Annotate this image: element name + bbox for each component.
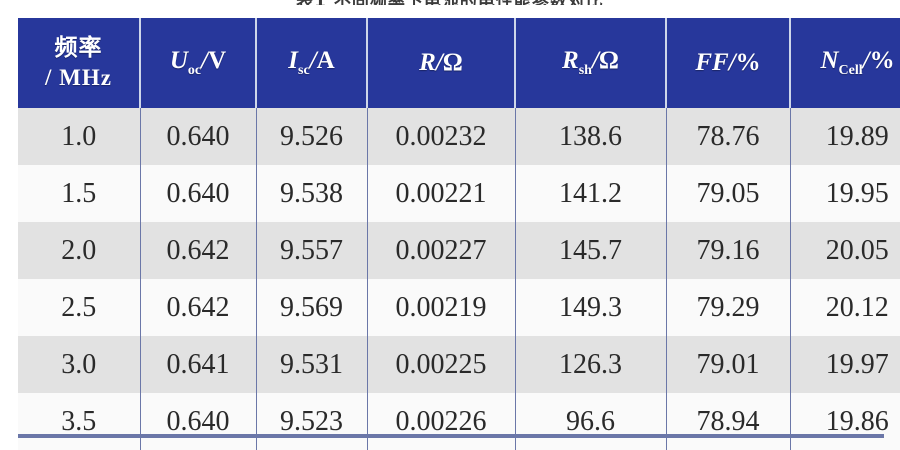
header-row: 频率 / MHz Uoc/V Isc/A R/Ω Rsh/Ω <box>18 18 900 108</box>
column-header-r: R/Ω <box>366 18 516 108</box>
symbol-uoc: U <box>169 47 188 75</box>
column-header-isc: Isc/A <box>255 18 368 108</box>
cell-frequency: 2.0 <box>18 222 141 279</box>
cell-rsh: 141.2 <box>514 165 667 222</box>
symbol-isc: I <box>288 47 299 75</box>
column-header-rsh: Rsh/Ω <box>514 18 667 108</box>
cell-ncell: 19.97 <box>789 336 900 393</box>
column-header-ncell: NCell/% <box>789 18 900 108</box>
table-row: 3.0 0.641 9.531 0.00225 126.3 79.01 19.9… <box>18 336 900 393</box>
column-header-frequency: 频率 / MHz <box>18 18 141 108</box>
cell-frequency: 3.0 <box>18 336 141 393</box>
unit-r: Ω <box>442 49 463 77</box>
cell-rsh: 126.3 <box>514 336 667 393</box>
cell-ncell: 19.86 <box>789 393 900 450</box>
subscript-rsh: sh <box>578 63 592 79</box>
cell-rsh: 145.7 <box>514 222 667 279</box>
slash-uoc: / <box>201 47 209 75</box>
cell-r: 0.00226 <box>366 393 516 450</box>
subscript-uoc: oc <box>187 63 202 79</box>
cell-r: 0.00227 <box>366 222 516 279</box>
table-container: 频率 / MHz Uoc/V Isc/A R/Ω Rsh/Ω <box>18 18 900 450</box>
slash-rsh: / <box>591 47 599 75</box>
performance-table: 频率 / MHz Uoc/V Isc/A R/Ω Rsh/Ω <box>18 18 900 450</box>
cell-ff: 79.29 <box>665 279 791 336</box>
column-header-frequency-unit: / MHz <box>45 65 112 90</box>
table-row: 1.5 0.640 9.538 0.00221 141.2 79.05 19.9… <box>18 165 900 222</box>
symbol-rsh: R <box>562 47 579 75</box>
cell-uoc: 0.640 <box>139 108 257 165</box>
table-row: 2.5 0.642 9.569 0.00219 149.3 79.29 20.1… <box>18 279 900 336</box>
symbol-ncell: N <box>820 47 839 75</box>
cell-r: 0.00232 <box>366 108 516 165</box>
unit-ncell: % <box>869 47 895 75</box>
cell-isc: 9.523 <box>255 393 368 450</box>
unit-ff: % <box>735 49 761 77</box>
cell-rsh: 96.6 <box>514 393 667 450</box>
subscript-isc: sc <box>298 63 310 79</box>
cell-isc: 9.569 <box>255 279 368 336</box>
slash-ff: / <box>728 49 736 77</box>
cell-isc: 9.526 <box>255 108 368 165</box>
table-bottom-rule <box>18 434 884 438</box>
cell-uoc: 0.642 <box>139 279 257 336</box>
cell-ncell: 20.05 <box>789 222 900 279</box>
unit-uoc: V <box>208 47 227 75</box>
cell-isc: 9.531 <box>255 336 368 393</box>
cell-ff: 78.76 <box>665 108 791 165</box>
cell-isc: 9.538 <box>255 165 368 222</box>
cell-ncell: 19.95 <box>789 165 900 222</box>
column-header-ff: FF/% <box>665 18 791 108</box>
cell-uoc: 0.642 <box>139 222 257 279</box>
symbol-r: R <box>419 49 436 77</box>
table-row: 2.0 0.642 9.557 0.00227 145.7 79.16 20.0… <box>18 222 900 279</box>
table-row: 1.0 0.640 9.526 0.00232 138.6 78.76 19.8… <box>18 108 900 165</box>
cell-uoc: 0.641 <box>139 336 257 393</box>
cell-frequency: 1.0 <box>18 108 141 165</box>
cell-ff: 79.01 <box>665 336 791 393</box>
cell-uoc: 0.640 <box>139 165 257 222</box>
slash-ncell: / <box>862 47 870 75</box>
column-header-frequency-zh: 频率 <box>54 34 103 61</box>
cell-r: 0.00225 <box>366 336 516 393</box>
table-row: 3.5 0.640 9.523 0.00226 96.6 78.94 19.86 <box>18 393 900 450</box>
cell-r: 0.00221 <box>366 165 516 222</box>
cell-frequency: 2.5 <box>18 279 141 336</box>
cell-frequency: 1.5 <box>18 165 141 222</box>
unit-isc: A <box>316 47 335 75</box>
symbol-ff: FF <box>695 49 729 77</box>
cell-rsh: 138.6 <box>514 108 667 165</box>
cell-frequency: 3.5 <box>18 393 141 450</box>
cell-isc: 9.557 <box>255 222 368 279</box>
cell-ff: 78.94 <box>665 393 791 450</box>
table-header: 频率 / MHz Uoc/V Isc/A R/Ω Rsh/Ω <box>18 18 900 108</box>
cell-ncell: 19.89 <box>789 108 900 165</box>
cell-ncell: 20.12 <box>789 279 900 336</box>
cell-rsh: 149.3 <box>514 279 667 336</box>
cell-ff: 79.05 <box>665 165 791 222</box>
column-header-uoc: Uoc/V <box>139 18 257 108</box>
unit-rsh: Ω <box>598 47 619 75</box>
figure-title: 表1 不同频率下电池的电性能参数对比 <box>150 0 750 5</box>
slash-r: / <box>435 49 443 77</box>
slash-isc: / <box>309 47 317 75</box>
cell-r: 0.00219 <box>366 279 516 336</box>
cell-ff: 79.16 <box>665 222 791 279</box>
subscript-ncell: Cell <box>838 63 863 79</box>
table-body: 1.0 0.640 9.526 0.00232 138.6 78.76 19.8… <box>18 108 900 450</box>
cell-uoc: 0.640 <box>139 393 257 450</box>
